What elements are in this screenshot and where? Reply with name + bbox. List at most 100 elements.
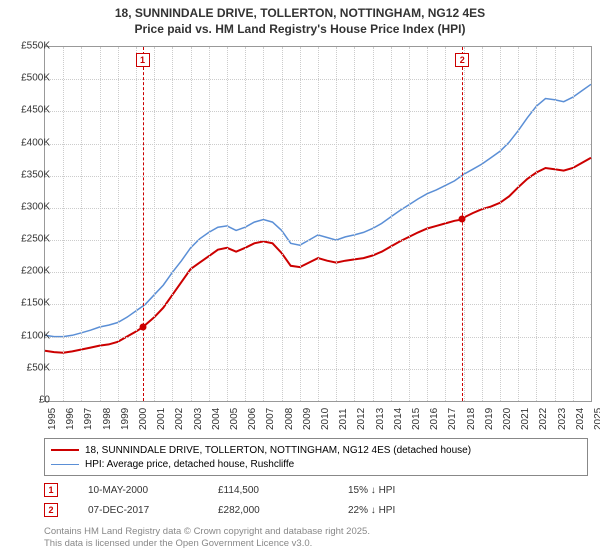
gridline-v — [100, 47, 101, 401]
marker-line-2 — [462, 47, 463, 401]
footer-line-2: This data is licensed under the Open Gov… — [44, 538, 312, 549]
legend-row: 18, SUNNINDALE DRIVE, TOLLERTON, NOTTING… — [51, 443, 581, 457]
gridline-v — [172, 47, 173, 401]
y-axis-label: £50K — [27, 362, 50, 373]
chart-title: 18, SUNNINDALE DRIVE, TOLLERTON, NOTTING… — [0, 0, 600, 37]
x-axis-label: 2019 — [484, 408, 495, 430]
x-axis-label: 2010 — [320, 408, 331, 430]
sale-date: 07-DEC-2017 — [88, 505, 218, 516]
marker-dot-2 — [459, 216, 466, 223]
y-axis-label: £0 — [39, 395, 50, 406]
x-axis-label: 1998 — [102, 408, 113, 430]
y-axis-label: £500K — [21, 73, 50, 84]
x-axis-label: 2015 — [411, 408, 422, 430]
x-axis-label: 2014 — [393, 408, 404, 430]
gridline-v — [518, 47, 519, 401]
x-axis-label: 2005 — [229, 408, 240, 430]
marker-dot-1 — [139, 324, 146, 331]
x-axis-label: 2023 — [557, 408, 568, 430]
x-axis-label: 2022 — [538, 408, 549, 430]
gridline-v — [63, 47, 64, 401]
sale-price: £282,000 — [218, 505, 348, 516]
sale-marker-icon: 2 — [44, 503, 58, 517]
gridline-v — [391, 47, 392, 401]
x-axis-label: 1996 — [65, 408, 76, 430]
x-axis-label: 2009 — [302, 408, 313, 430]
sales-table: 1 10-MAY-2000£114,50015% ↓ HPI 2 07-DEC-201… — [44, 480, 478, 520]
y-axis-label: £150K — [21, 298, 50, 309]
gridline-v — [354, 47, 355, 401]
x-axis-label: 2008 — [284, 408, 295, 430]
x-axis-label: 2013 — [375, 408, 386, 430]
y-axis-label: £400K — [21, 137, 50, 148]
x-axis-label: 2021 — [520, 408, 531, 430]
x-axis-label: 2018 — [466, 408, 477, 430]
footer-attribution: Contains HM Land Registry data © Crown c… — [44, 526, 370, 550]
legend-label: 18, SUNNINDALE DRIVE, TOLLERTON, NOTTING… — [85, 445, 471, 456]
gridline-v — [573, 47, 574, 401]
x-axis-label: 2024 — [575, 408, 586, 430]
gridline-v — [336, 47, 337, 401]
legend: 18, SUNNINDALE DRIVE, TOLLERTON, NOTTING… — [44, 438, 588, 476]
y-axis-label: £100K — [21, 330, 50, 341]
x-axis-label: 2000 — [138, 408, 149, 430]
x-axis-label: 2011 — [338, 408, 349, 430]
marker-label-1: 1 — [136, 53, 150, 67]
x-axis-label: 2020 — [502, 408, 513, 430]
x-axis-label: 2025 — [593, 408, 600, 430]
plot-area: 12 — [44, 46, 592, 402]
gridline-v — [409, 47, 410, 401]
gridline-v — [555, 47, 556, 401]
gridline-v — [263, 47, 264, 401]
x-axis-label: 1999 — [120, 408, 131, 430]
gridline-v — [373, 47, 374, 401]
x-axis-label: 2006 — [247, 408, 258, 430]
legend-row: HPI: Average price, detached house, Rush… — [51, 457, 581, 471]
title-line-2: Price paid vs. HM Land Registry's House … — [135, 22, 466, 36]
gridline-v — [318, 47, 319, 401]
marker-line-1 — [143, 47, 144, 401]
gridline-v — [191, 47, 192, 401]
sale-delta: 15% ↓ HPI — [348, 485, 478, 496]
legend-swatch — [51, 449, 79, 451]
gridline-v — [209, 47, 210, 401]
sale-date: 10-MAY-2000 — [88, 485, 218, 496]
x-axis-label: 2001 — [156, 408, 167, 430]
sale-delta: 22% ↓ HPI — [348, 505, 478, 516]
gridline-v — [136, 47, 137, 401]
gridline-v — [536, 47, 537, 401]
gridline-v — [282, 47, 283, 401]
marker-label-2: 2 — [455, 53, 469, 67]
y-axis-label: £350K — [21, 169, 50, 180]
x-axis-label: 2007 — [265, 408, 276, 430]
sale-price: £114,500 — [218, 485, 348, 496]
gridline-v — [227, 47, 228, 401]
x-axis-label: 2003 — [193, 408, 204, 430]
y-axis-label: £200K — [21, 266, 50, 277]
footer-line-1: Contains HM Land Registry data © Crown c… — [44, 526, 370, 537]
legend-swatch — [51, 464, 79, 465]
y-axis-label: £450K — [21, 105, 50, 116]
gridline-v — [464, 47, 465, 401]
gridline-v — [245, 47, 246, 401]
gridline-v — [445, 47, 446, 401]
x-axis-label: 2002 — [174, 408, 185, 430]
legend-label: HPI: Average price, detached house, Rush… — [85, 459, 294, 470]
gridline-v — [500, 47, 501, 401]
chart-container: 18, SUNNINDALE DRIVE, TOLLERTON, NOTTING… — [0, 0, 600, 560]
y-axis-label: £300K — [21, 201, 50, 212]
gridline-v — [118, 47, 119, 401]
x-axis-label: 1995 — [47, 408, 58, 430]
sale-marker-icon: 1 — [44, 483, 58, 497]
x-axis-label: 1997 — [83, 408, 94, 430]
gridline-v — [482, 47, 483, 401]
title-line-1: 18, SUNNINDALE DRIVE, TOLLERTON, NOTTING… — [115, 6, 485, 20]
sale-row: 1 10-MAY-2000£114,50015% ↓ HPI — [44, 480, 478, 500]
x-axis-label: 2004 — [211, 408, 222, 430]
x-axis-label: 2012 — [356, 408, 367, 430]
sale-row: 2 07-DEC-2017£282,00022% ↓ HPI — [44, 500, 478, 520]
gridline-v — [427, 47, 428, 401]
gridline-v — [300, 47, 301, 401]
gridline-v — [154, 47, 155, 401]
gridline-v — [81, 47, 82, 401]
